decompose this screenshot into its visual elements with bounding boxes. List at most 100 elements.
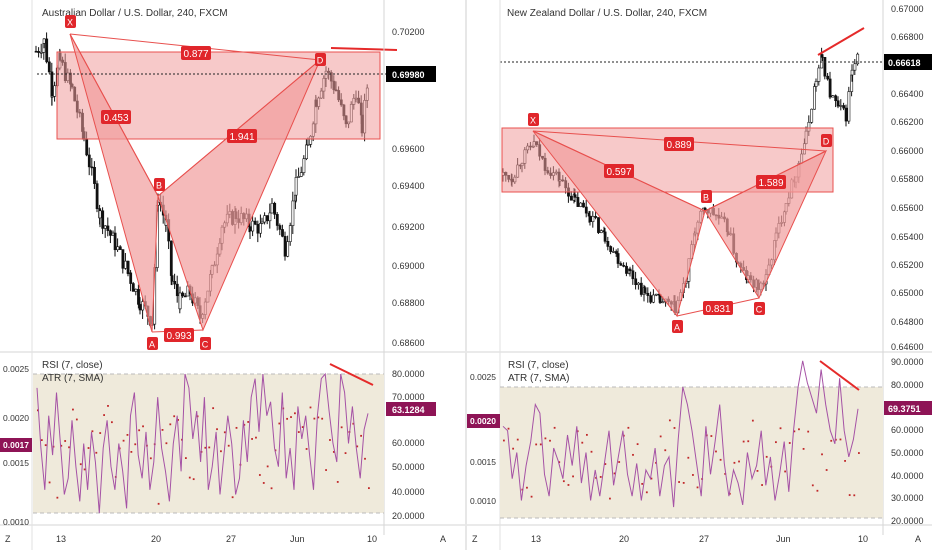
candle-body xyxy=(597,217,600,233)
nzdusd-harmonic-pattern: 0.597 0.831 1.589 0.889 X A B C D xyxy=(501,27,865,333)
audusd-atr-tick-1: 0.0020 xyxy=(3,413,29,423)
nzdusd-atr-tick-0: 0.0025 xyxy=(470,372,496,382)
candle-body xyxy=(275,214,279,226)
candle-body xyxy=(53,85,57,97)
atr-dot xyxy=(138,429,141,432)
candle-body xyxy=(283,236,287,257)
atr-dot xyxy=(673,427,676,429)
atr-dot xyxy=(507,427,510,430)
point-text-X: X xyxy=(67,18,73,28)
atr-dot xyxy=(368,487,370,490)
nzdusd-z-button[interactable]: Z xyxy=(472,534,478,544)
audusd-ytick-3: 0.69400 xyxy=(392,181,425,191)
ratio-text-xb: 0.453 xyxy=(103,113,128,124)
ratio-text-xb: 0.597 xyxy=(606,167,631,178)
candle-body xyxy=(306,144,310,146)
atr-dot xyxy=(585,433,588,436)
candle-body xyxy=(121,249,125,269)
candle-body xyxy=(823,57,827,77)
nzdusd-ytick-10: 0.65000 xyxy=(891,288,924,298)
candle-body xyxy=(603,231,607,242)
atr-dot xyxy=(807,430,810,433)
point-text-D: D xyxy=(317,56,324,66)
price-trend-line xyxy=(817,27,865,56)
candle-body xyxy=(34,50,38,53)
atr-dot xyxy=(613,472,616,475)
prz-box xyxy=(56,51,381,140)
candle-body xyxy=(606,241,610,247)
point-badge-A xyxy=(672,320,683,333)
atr-dot xyxy=(204,446,207,449)
point-badge-X xyxy=(65,15,76,28)
atr-dot xyxy=(340,426,343,429)
atr-dot xyxy=(572,475,574,478)
candle-body xyxy=(181,292,185,297)
atr-dot xyxy=(627,426,630,429)
candle-body xyxy=(814,81,818,87)
candle-body xyxy=(265,215,269,222)
nzdusd-ytick-6: 0.65800 xyxy=(891,174,924,184)
audusd-current-price-tag xyxy=(386,66,436,82)
candle-body xyxy=(263,215,267,223)
atr-dot xyxy=(609,497,611,500)
atr-dot xyxy=(549,439,551,442)
atr-dot xyxy=(821,453,823,456)
atr-dot xyxy=(356,445,359,448)
candle-body xyxy=(95,183,99,209)
audusd-atr-dots xyxy=(37,405,370,505)
atr-dot xyxy=(853,494,856,497)
audusd-rsi-label: RSI (7, close) xyxy=(42,360,103,371)
ratio-badge-xd xyxy=(664,137,694,151)
audusd-atr-value-tag xyxy=(0,438,32,452)
candle-body xyxy=(836,100,840,107)
atr-dot xyxy=(512,447,515,450)
candle-body xyxy=(661,301,665,304)
nzdusd-ytick-9: 0.65200 xyxy=(891,260,924,270)
atr-dot xyxy=(811,484,814,487)
atr-dot xyxy=(247,421,250,423)
candle-body xyxy=(652,294,655,303)
atr-dot xyxy=(659,435,662,438)
audusd-z-button[interactable]: Z xyxy=(5,534,11,544)
candle-body xyxy=(599,230,603,233)
candle-body xyxy=(178,292,182,310)
point-text-B: B xyxy=(156,181,162,191)
audusd-xtick-2: 27 xyxy=(226,534,236,544)
atr-dot xyxy=(632,453,634,456)
candle-body xyxy=(569,195,573,201)
audusd-xtick-4: 10 xyxy=(367,534,377,544)
candle-body xyxy=(625,265,628,274)
candle-body xyxy=(584,206,588,214)
ratio-badge-bd xyxy=(227,129,257,143)
nzdusd-xtick-1: 20 xyxy=(619,534,629,544)
candle-body xyxy=(113,232,117,251)
audusd-auto-scale-button[interactable]: A xyxy=(440,534,446,544)
audusd-ytick-2: 0.69600 xyxy=(392,144,425,154)
candle-body xyxy=(612,251,615,253)
atr-dot xyxy=(251,438,253,440)
candle-body xyxy=(591,216,595,222)
nzdusd-ytick-8: 0.65400 xyxy=(891,232,924,242)
nzdusd-auto-scale-button[interactable]: A xyxy=(915,534,921,544)
atr-dot xyxy=(830,439,833,442)
atr-dot xyxy=(270,487,273,490)
nzdusd-atr-label: ATR (7, SMA) xyxy=(508,373,569,384)
atr-dot xyxy=(83,468,86,471)
atr-dot xyxy=(184,457,187,459)
atr-dot xyxy=(539,443,542,446)
atr-dot xyxy=(297,431,300,433)
candle-body xyxy=(856,53,860,65)
atr-dot xyxy=(724,473,727,475)
atr-dot xyxy=(103,414,105,416)
atr-dot xyxy=(208,446,211,449)
atr-dot xyxy=(788,442,791,444)
atr-dot xyxy=(844,460,846,462)
atr-dot xyxy=(816,489,819,492)
atr-dot xyxy=(352,422,355,425)
point-text-C: C xyxy=(202,340,209,350)
atr-dot xyxy=(192,478,195,481)
atr-dot xyxy=(567,484,570,486)
audusd-xtick-3: Jun xyxy=(290,534,305,544)
atr-dot xyxy=(535,443,538,446)
atr-dot xyxy=(645,491,648,494)
